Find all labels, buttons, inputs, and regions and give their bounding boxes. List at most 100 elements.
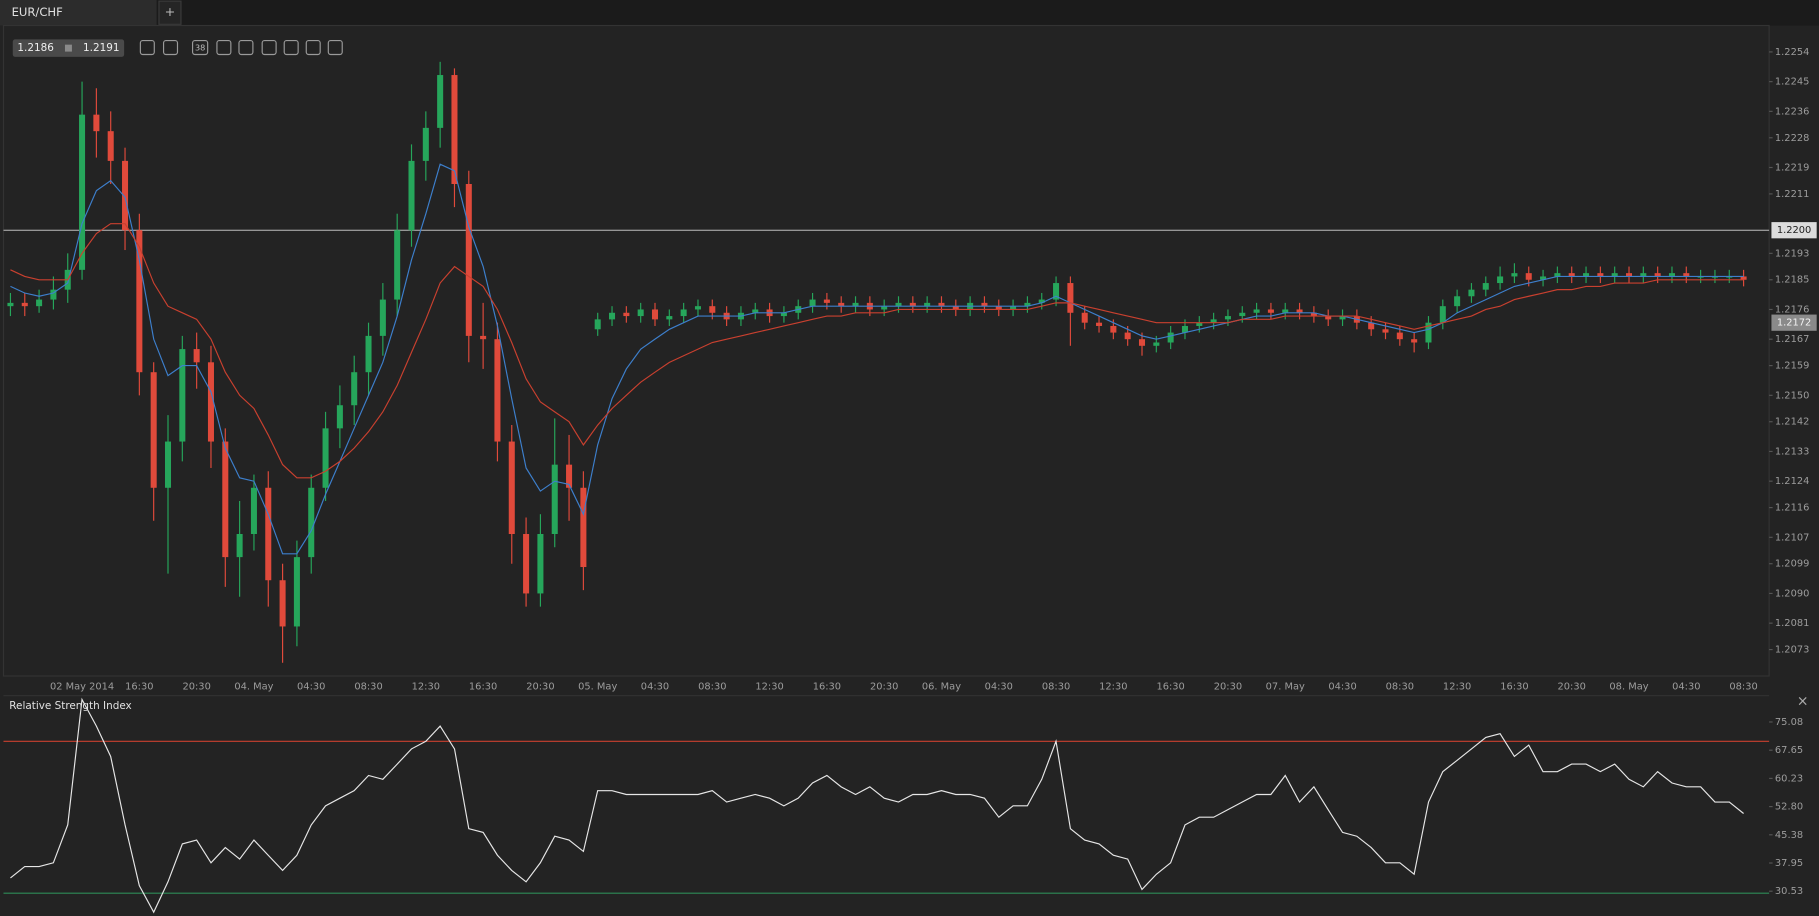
candle-body [580,487,587,568]
y-tick-label: 1.2228 [1775,133,1809,144]
zoom-in[interactable] [162,40,179,56]
draw[interactable] [327,40,343,56]
price-label: 1.2172 [1777,318,1811,329]
hline-tag [1771,222,1817,239]
y-tick-label: 1.2236 [1775,106,1809,117]
x-tick-label: 04:30 [985,681,1013,692]
candle-body [336,405,343,429]
candle-body [365,335,372,373]
candle-body [1697,276,1704,278]
y-tick-label: 1.2176 [1775,304,1809,315]
candle-body [179,349,186,442]
ask: 1.2191 [83,42,119,54]
indicators[interactable] [238,40,254,56]
x-tick-label: 04:30 [297,681,325,692]
candle-body [1654,273,1661,277]
candle-body [1611,273,1618,277]
candle-body [122,160,129,231]
plot-frame [2,24,1770,677]
candle-body [709,306,716,313]
candle-body [924,302,931,307]
y-tick-label: 60.23 [1775,773,1803,784]
candle-body [909,302,916,307]
x-tick-label: 16:30 [813,681,841,692]
candle-body [694,306,701,310]
panel-title: Relative Strength Index [9,700,131,712]
fib-label[interactable]: 38 [195,43,205,53]
candle-body [351,372,358,406]
candle-body [1124,332,1131,340]
zoom-out[interactable] [139,40,155,56]
candle-body [1253,309,1260,313]
tab[interactable] [0,0,157,26]
x-tick-label: 04:30 [1672,681,1700,692]
candle-body [752,309,759,313]
objects[interactable] [283,40,299,56]
candle-body [1024,302,1031,307]
candle-body [551,464,558,535]
y-tick-label: 1.2133 [1775,446,1809,457]
tab-bar [0,0,1819,26]
x-tick-label: 12:30 [755,681,783,692]
candle-body [1310,312,1317,317]
templates[interactable] [261,40,277,56]
candle-body [1267,309,1274,313]
candle-body [322,428,329,488]
candle-body [1540,276,1547,280]
candle-body [1138,339,1146,346]
y-tick-label: 1.2211 [1775,189,1809,200]
candle-body [1497,276,1504,284]
y-tick-label: 1.2185 [1775,275,1809,286]
candle-body [107,131,114,161]
y-tick-label: 1.2124 [1775,476,1809,487]
x-tick-label: 12:30 [1099,681,1127,692]
add-tab-label[interactable]: + [165,5,176,20]
fib-tool[interactable] [191,40,209,56]
candle-body [537,534,544,594]
candle-body [1153,342,1160,346]
candle-body [437,75,444,128]
candle-body [952,306,959,310]
candle-body [1439,306,1446,323]
y-tick-label: 37.95 [1775,858,1803,869]
toolbar: 38 [139,40,343,56]
candle-body [680,309,687,317]
candle-body [1224,316,1231,320]
candle-body [379,299,386,336]
candle-body [1010,306,1017,310]
edit[interactable] [305,40,321,56]
moving-average [10,223,1744,479]
x-tick-label: 08:30 [698,681,726,692]
x-tick-label: 02 May 2014 [50,681,114,692]
y-tick-label: 67.65 [1775,745,1803,756]
candle-body [494,339,501,442]
candle-body [508,441,515,535]
x-tick-label: 08. May [1609,681,1648,692]
candle-body [1210,319,1217,323]
chart-type[interactable] [216,40,232,56]
candle-body [1482,283,1489,290]
candle-body [1511,273,1518,277]
x-tick-label: 08:30 [354,681,382,692]
candle-body [308,487,315,558]
y-tick-label: 30.53 [1775,886,1803,897]
y-tick-label: 1.2193 [1775,248,1809,259]
candle-body [79,114,86,270]
x-tick-label: 20:30 [526,681,554,692]
add-tab[interactable] [158,0,182,25]
candle-body [1525,273,1532,280]
candle-body [1740,276,1747,280]
panel-close[interactable]: × [1797,693,1809,709]
spread-icon [64,44,72,52]
candle-body [895,302,902,307]
candle-body [465,184,472,336]
candle-body [293,557,300,627]
candle-body [809,299,816,307]
price-tag [1771,314,1817,331]
y-tick-label: 45.38 [1775,830,1803,841]
candle-body [981,302,988,307]
tab-symbol[interactable]: EUR/CHF [12,5,63,19]
